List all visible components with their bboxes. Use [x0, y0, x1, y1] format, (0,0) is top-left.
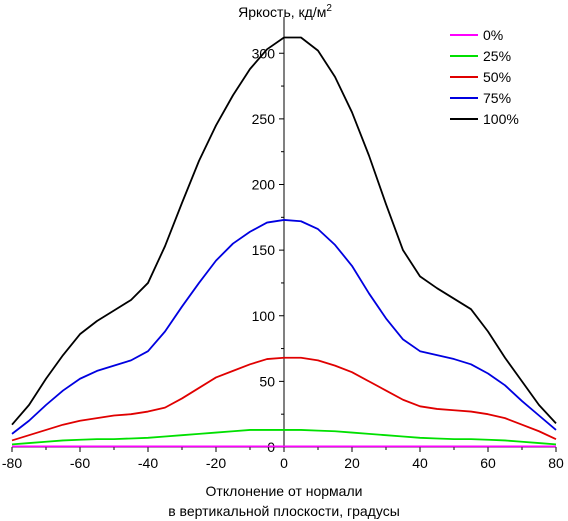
series-line-2	[11, 356, 557, 442]
legend-label: 50%	[483, 69, 511, 85]
x-tick-label: -40	[138, 455, 158, 471]
y-tick-label: 50	[259, 373, 275, 389]
x-axis-label-line2: в вертикальной плоскости, градусы	[168, 503, 400, 519]
series-line-1	[11, 429, 557, 446]
x-tick-label: -80	[2, 455, 22, 471]
chart-title-superscript: 2	[326, 3, 332, 14]
series-line-4	[11, 36, 557, 426]
series-line-3	[11, 219, 557, 435]
x-tick-label: 20	[344, 455, 360, 471]
x-tick-label: 0	[280, 455, 288, 471]
legend-label: 100%	[483, 111, 519, 127]
series-layer	[11, 36, 557, 448]
legend-label: 25%	[483, 48, 511, 64]
x-tick-label: -60	[70, 455, 90, 471]
legend: 0% 25% 50% 75% 100%	[450, 27, 519, 127]
x-tick-label: 80	[548, 455, 564, 471]
x-tick-label: 40	[412, 455, 428, 471]
y-tick-label: 200	[252, 177, 276, 193]
y-tick-label: 100	[252, 308, 276, 324]
chart-title-text: Яркость, кд/м	[238, 4, 326, 20]
legend-label: 75%	[483, 90, 511, 106]
y-tick-label: 250	[252, 111, 276, 127]
x-axis-label-line1: Отклонение от нормали	[206, 483, 363, 499]
legend-label: 0%	[483, 27, 503, 43]
x-tick-label: -20	[206, 455, 226, 471]
x-tick-label: 60	[480, 455, 496, 471]
y-tick-label: 150	[252, 242, 276, 258]
chart-title: Яркость, кд/м2	[238, 3, 332, 20]
